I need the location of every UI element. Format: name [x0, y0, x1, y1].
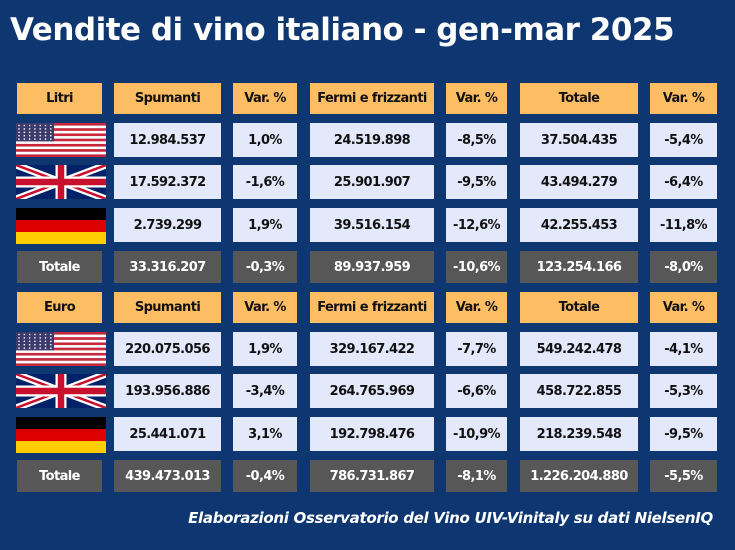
header-fermi-frizzanti: Fermi e frizzanti [310, 83, 434, 114]
cell-spumanti: 17.592.372 [114, 165, 221, 199]
cell-fermi-var: -8,5% [446, 123, 507, 157]
total-label: Totale [17, 251, 102, 283]
cell-fermi-frizzanti: 39.516.154 [310, 208, 434, 242]
source-note: Elaborazioni Osservatorio del Vino UIV-V… [188, 509, 713, 527]
cell-spumanti-var: 1,9% [233, 208, 297, 242]
cell-spumanti: 12.984.537 [114, 123, 221, 157]
cell-spumanti-var: -1,6% [233, 165, 297, 199]
germany-flag-icon [16, 417, 106, 458]
cell-fermi-var: -9,5% [446, 165, 507, 199]
header-spumanti: Spumanti [114, 83, 221, 114]
germany-flag-icon [16, 208, 106, 249]
cell-spumanti: 193.956.886 [114, 374, 221, 408]
total-fermi-frizzanti: 89.937.959 [310, 251, 434, 283]
cell-totale-var: -11,8% [650, 208, 717, 242]
header-totale: Totale [520, 83, 638, 114]
cell-fermi-frizzanti: 264.765.969 [310, 374, 434, 408]
total-totale-var: -8,0% [650, 251, 717, 283]
cell-fermi-frizzanti: 24.519.898 [310, 123, 434, 157]
cell-totale-var: -5,3% [650, 374, 717, 408]
total-label: Totale [17, 460, 102, 492]
header-label: Euro [17, 292, 102, 323]
header-spumanti-var: Var. % [233, 83, 297, 114]
cell-spumanti-var: 3,1% [233, 417, 297, 451]
header-fermi-var: Var. % [446, 292, 507, 323]
total-totale-var: -5,5% [650, 460, 717, 492]
cell-spumanti: 25.441.071 [114, 417, 221, 451]
cell-fermi-var: -6,6% [446, 374, 507, 408]
uk-flag-icon [14, 370, 108, 413]
cell-spumanti-var: -3,4% [233, 374, 297, 408]
cell-spumanti: 2.739.299 [114, 208, 221, 242]
cell-totale: 43.494.279 [520, 165, 638, 199]
cell-spumanti: 220.075.056 [114, 332, 221, 366]
cell-fermi-var: -7,7% [446, 332, 507, 366]
header-totale-var: Var. % [650, 83, 717, 114]
cell-totale-var: -5,4% [650, 123, 717, 157]
cell-spumanti-var: 1,9% [233, 332, 297, 366]
cell-totale-var: -9,5% [650, 417, 717, 451]
total-totale: 123.254.166 [520, 251, 638, 283]
cell-spumanti-var: 1,0% [233, 123, 297, 157]
cell-totale: 37.504.435 [520, 123, 638, 157]
usa-flag-icon [16, 123, 106, 162]
total-spumanti-var: -0,3% [233, 251, 297, 283]
cell-totale-var: -6,4% [650, 165, 717, 199]
header-spumanti-var: Var. % [233, 292, 297, 323]
total-totale: 1.226.204.880 [520, 460, 638, 492]
cell-totale: 458.722.855 [520, 374, 638, 408]
cell-totale: 218.239.548 [520, 417, 638, 451]
total-fermi-frizzanti: 786.731.867 [310, 460, 434, 492]
cell-totale-var: -4,1% [650, 332, 717, 366]
cell-fermi-frizzanti: 329.167.422 [310, 332, 434, 366]
header-fermi-var: Var. % [446, 83, 507, 114]
cell-totale: 42.255.453 [520, 208, 638, 242]
header-totale: Totale [520, 292, 638, 323]
total-fermi-var: -8,1% [446, 460, 507, 492]
page-title: Vendite di vino italiano - gen-mar 2025 [10, 12, 675, 48]
usa-flag-icon [16, 332, 106, 371]
total-spumanti: 439.473.013 [114, 460, 221, 492]
cell-fermi-frizzanti: 192.798.476 [310, 417, 434, 451]
cell-fermi-var: -12,6% [446, 208, 507, 242]
cell-fermi-var: -10,9% [446, 417, 507, 451]
total-spumanti-var: -0,4% [233, 460, 297, 492]
header-spumanti: Spumanti [114, 292, 221, 323]
header-totale-var: Var. % [650, 292, 717, 323]
total-fermi-var: -10,6% [446, 251, 507, 283]
total-spumanti: 33.316.207 [114, 251, 221, 283]
cell-fermi-frizzanti: 25.901.907 [310, 165, 434, 199]
uk-flag-icon [14, 161, 108, 204]
header-label: Litri [17, 83, 102, 114]
header-fermi-frizzanti: Fermi e frizzanti [310, 292, 434, 323]
cell-totale: 549.242.478 [520, 332, 638, 366]
